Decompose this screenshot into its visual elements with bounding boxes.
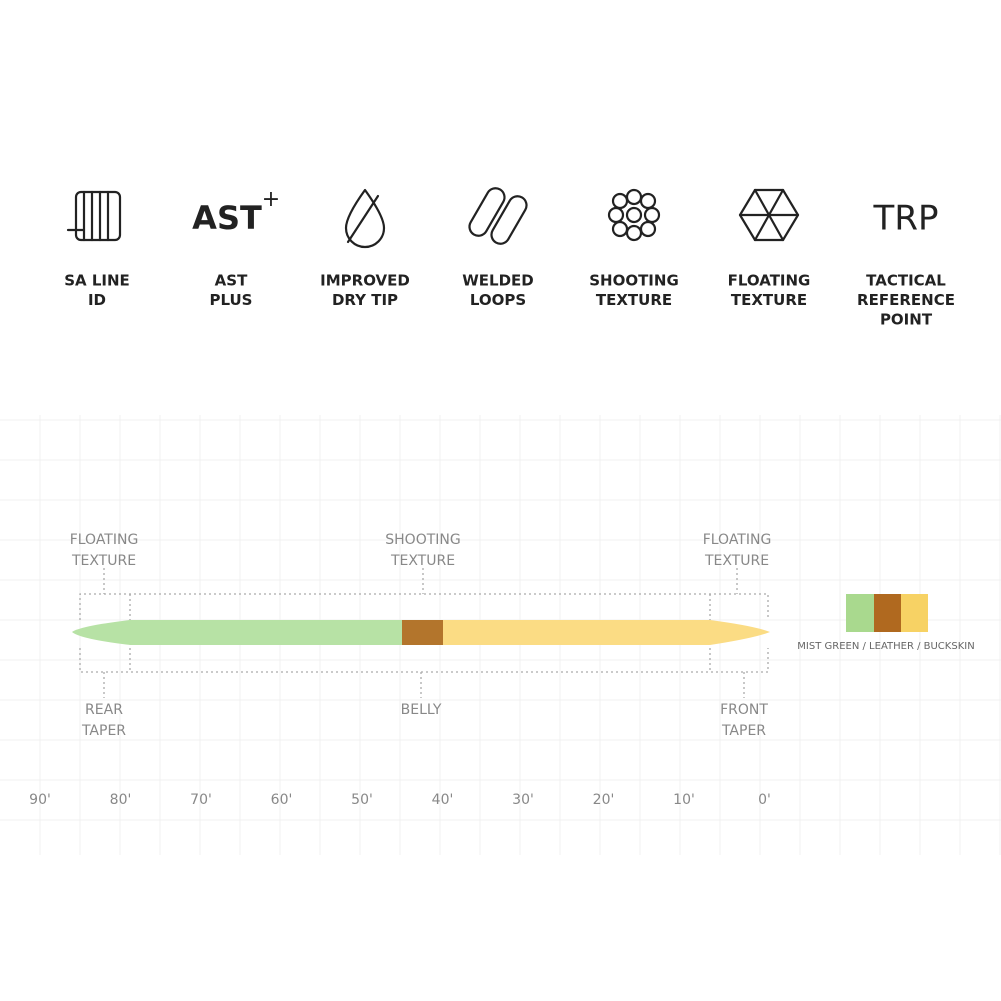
scale-label: 80'	[110, 792, 132, 808]
swatch-buckskin	[901, 594, 928, 632]
scale-label: 30'	[512, 792, 534, 808]
icon-loops	[468, 187, 528, 245]
icon-dry-tip	[344, 188, 386, 249]
feature-label: TEXTURE	[731, 291, 807, 309]
scale-label: 40'	[432, 792, 454, 808]
icon-text: AST	[192, 199, 262, 237]
icon-sup: +	[262, 187, 280, 212]
scale-label: 0'	[758, 792, 771, 808]
section-label: TEXTURE	[390, 553, 455, 569]
section-label: SHOOTING	[385, 532, 460, 548]
fly-line	[72, 568, 928, 698]
leather-section	[402, 620, 443, 645]
feature-label: DRY TIP	[332, 291, 398, 309]
feature-label: ID	[88, 291, 106, 309]
section-label: TAPER	[81, 723, 126, 739]
feature-label: TEXTURE	[596, 291, 672, 309]
green-section	[72, 620, 402, 645]
bottom-bracket	[79, 648, 769, 673]
scale-label: 70'	[190, 792, 212, 808]
swatch-green	[846, 594, 874, 632]
feature-label: POINT	[880, 311, 933, 329]
feature-label: WELDED	[462, 272, 534, 290]
feature-label: AST	[215, 272, 248, 290]
section-label: TAPER	[721, 723, 766, 739]
feature-label: SA LINE	[64, 272, 130, 290]
section-label: FLOATING	[703, 532, 772, 548]
section-label: REAR	[85, 702, 123, 718]
top-bracket	[79, 593, 769, 620]
section-label: TEXTURE	[71, 553, 136, 569]
icon-shooting	[607, 188, 661, 242]
feature-label: IMPROVED	[320, 272, 410, 290]
feature-label: PLUS	[209, 291, 252, 309]
icon-floating	[738, 188, 800, 242]
scale-label: 20'	[593, 792, 615, 808]
feature-label: SHOOTING	[589, 272, 679, 290]
section-label: BELLY	[401, 702, 442, 718]
section-label: FLOATING	[70, 532, 139, 548]
section-label: FRONT	[720, 702, 768, 718]
feature-label: LOOPS	[470, 291, 526, 309]
feature-label: TACTICAL	[866, 272, 946, 290]
scale-label: 50'	[351, 792, 373, 808]
yellow-section	[443, 620, 770, 645]
scale-label: 10'	[673, 792, 695, 808]
scale-label: 60'	[271, 792, 293, 808]
section-label: TEXTURE	[704, 553, 769, 569]
color-name: MIST GREEN / LEATHER / BUCKSKIN	[797, 641, 974, 652]
swatch-leather	[874, 594, 901, 632]
icon-spool	[66, 190, 122, 242]
feature-label: FLOATING	[728, 272, 811, 290]
icon-text: TRP	[873, 199, 939, 239]
feature-label: REFERENCE	[857, 291, 955, 309]
scale-label: 90'	[29, 792, 51, 808]
